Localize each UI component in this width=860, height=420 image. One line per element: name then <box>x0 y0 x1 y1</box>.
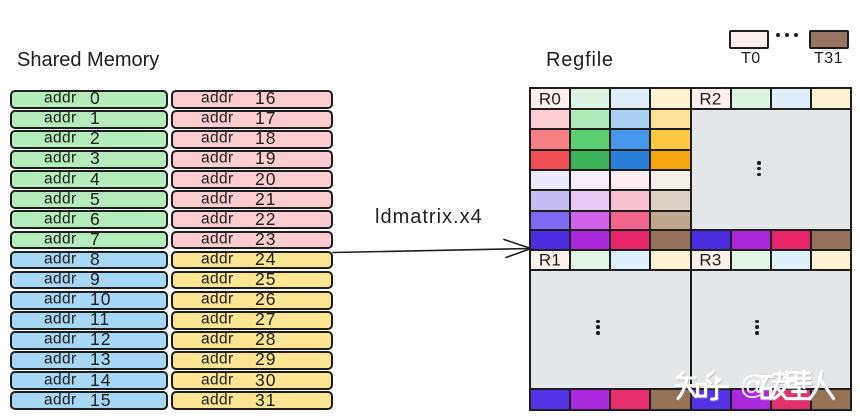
svg-text:@: @ <box>740 370 767 400</box>
